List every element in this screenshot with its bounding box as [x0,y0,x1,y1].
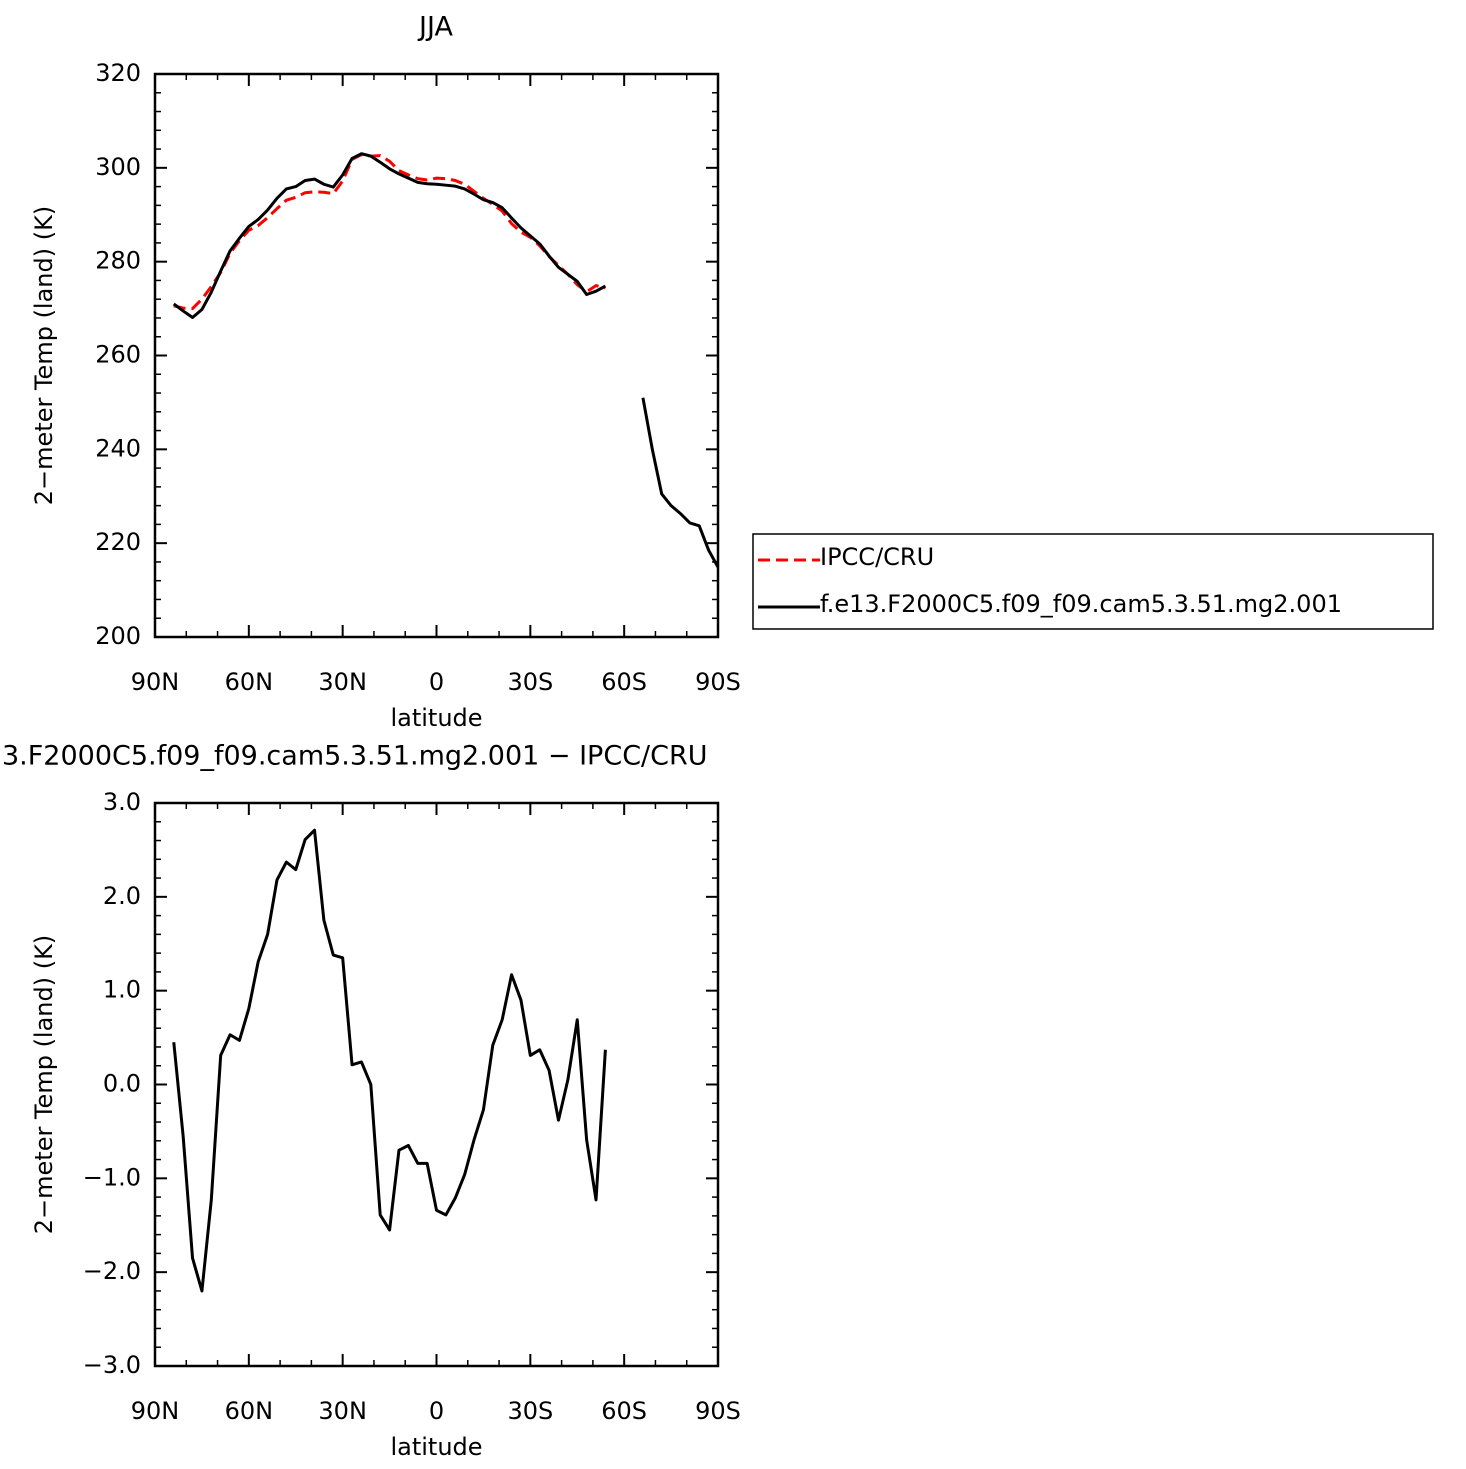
x-tick-label: 60S [601,1397,647,1425]
y-tick-label: 3.0 [103,788,141,816]
x-tick-label: 30S [507,1397,553,1425]
y-tick-label: 300 [95,153,141,181]
x-tick-label: 0 [429,1397,444,1425]
x-tick-label: 90S [695,668,741,696]
y-tick-label: 280 [95,247,141,275]
legend-label: IPCC/CRU [820,543,934,571]
y-tick-label: 1.0 [103,976,141,1004]
chart-title: 3.F2000C5.f09_f09.cam5.3.51.mg2.001 − IP… [2,741,708,772]
plot-frame [153,801,720,1368]
y-tick-label: 200 [95,622,141,650]
y-tick-label: 2.0 [103,882,141,910]
plot-frame [153,72,720,639]
y-tick-label: −3.0 [83,1351,141,1379]
x-tick-label: 90S [695,1397,741,1425]
x-axis-label: latitude [390,1433,482,1461]
x-tick-label: 0 [429,668,444,696]
y-tick-label: 220 [95,528,141,556]
x-tick-label: 30N [318,1397,367,1425]
x-tick-label: 60N [225,668,274,696]
y-tick-label: 320 [95,59,141,87]
legend-label: f.e13.F2000C5.f09_f09.cam5.3.51.mg2.001 [820,590,1342,618]
data-line [173,153,606,311]
x-tick-label: 30N [318,668,367,696]
chart-title: JJA [417,12,453,43]
y-axis-label: 2−meter Temp (land) (K) [30,935,58,1234]
data-line [172,828,607,1293]
y-axis-label: 2−meter Temp (land) (K) [30,206,58,505]
x-tick-label: 90N [131,1397,180,1425]
y-tick-label: 0.0 [103,1070,141,1098]
y-tick-label: −1.0 [83,1163,141,1191]
y-tick-label: 240 [95,434,141,462]
legend-box [752,533,1434,630]
x-tick-label: 60N [225,1397,274,1425]
data-line [172,152,720,568]
x-tick-label: 30S [507,668,553,696]
y-tick-label: −2.0 [83,1257,141,1285]
x-tick-label: 60S [601,668,647,696]
x-tick-label: 90N [131,668,180,696]
x-axis-label: latitude [390,704,482,732]
y-tick-label: 260 [95,341,141,369]
